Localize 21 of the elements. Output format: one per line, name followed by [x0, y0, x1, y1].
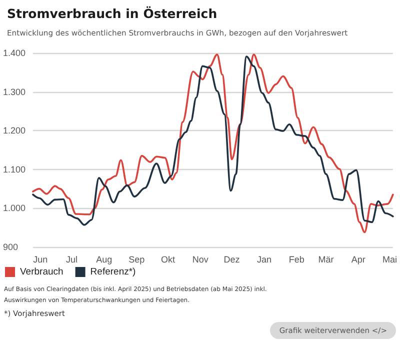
chart-title: Stromverbrauch in Österreich: [7, 6, 218, 21]
y-tick-label: 1.000: [3, 203, 26, 214]
x-tick-label: Apr: [351, 254, 366, 264]
x-tick-label: Jun: [33, 254, 48, 264]
x-tick-label: Jul: [66, 254, 78, 264]
y-tick-label: 1.100: [3, 164, 26, 174]
y-tick-label: 900: [3, 242, 18, 252]
x-tick-label: Aug: [96, 254, 112, 264]
x-tick-label: Sep: [128, 254, 145, 264]
y-tick-label: 1.200: [3, 126, 26, 136]
x-tick-label: Nov: [192, 254, 209, 264]
y-tick-label: 1.400: [3, 48, 26, 58]
legend-label: Referenz*): [90, 266, 136, 278]
x-tick-label: Mai: [382, 254, 398, 264]
y-tick-label: 1.300: [3, 86, 26, 97]
x-tick-label: Dez: [224, 254, 240, 264]
x-tick-label: Jan: [256, 254, 272, 264]
x-tick-label: Feb: [288, 254, 304, 264]
x-tick-label: Mär: [318, 254, 334, 264]
legend-label: Verbrauch: [20, 266, 64, 278]
x-tick-label: Okt: [160, 254, 176, 264]
